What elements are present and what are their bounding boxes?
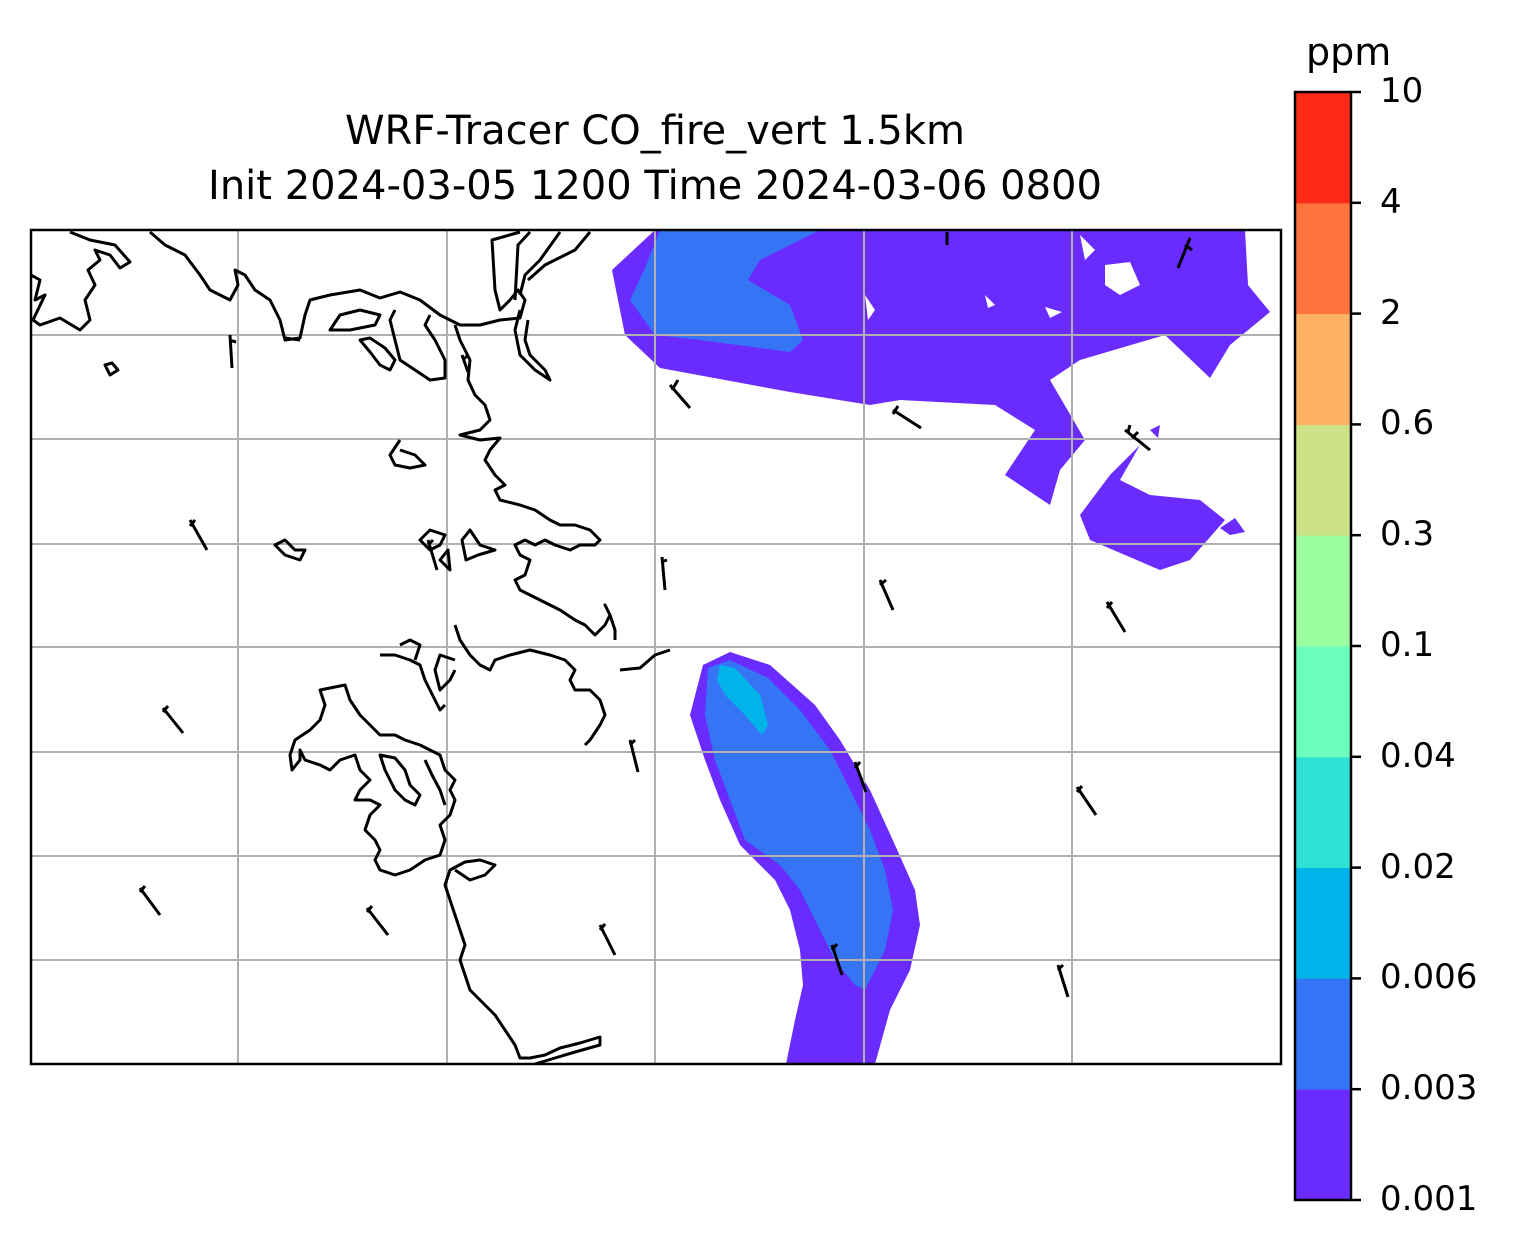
colorbar-tick-label: 0.003 xyxy=(1380,1068,1478,1109)
colorbar-tick-label: 2 xyxy=(1380,292,1402,333)
gridlines xyxy=(31,230,1281,1064)
colorbar-segment xyxy=(1295,313,1351,425)
colorbar-tick-label: 0.006 xyxy=(1380,957,1478,998)
colorbar-tick-label: 0.04 xyxy=(1380,735,1456,776)
map-title-line1: WRF-Tracer CO_fire_vert 1.5km xyxy=(344,108,966,154)
coastline xyxy=(31,230,671,1064)
plume-north-patch-2 xyxy=(1150,425,1245,535)
colorbar-tick-label: 0.6 xyxy=(1380,403,1435,444)
colorbar-segment xyxy=(1295,424,1351,536)
colorbar-unit-label: ppm xyxy=(1306,30,1392,74)
colorbar-tick-label: 0.001 xyxy=(1380,1179,1478,1219)
plume-south-core xyxy=(717,665,768,735)
plume-south-inner xyxy=(705,660,893,990)
map-title-line2: Init 2024-03-05 1200 Time 2024-03-06 080… xyxy=(208,163,1102,209)
map-frame xyxy=(29,228,1283,1066)
colorbar-segment xyxy=(1295,646,1351,758)
wind-barbs xyxy=(138,232,1193,998)
colorbar-segment xyxy=(1295,978,1351,1090)
colorbar-tick-label: 0.02 xyxy=(1380,846,1456,887)
colorbar-frame xyxy=(1293,90,1353,1202)
colorbar-segment xyxy=(1295,867,1351,979)
colorbar-segment xyxy=(1295,756,1351,869)
colorbar-tick-label: 4 xyxy=(1380,181,1402,222)
colorbar-tick-label: 10 xyxy=(1380,71,1424,111)
colorbar-segment xyxy=(1295,92,1351,204)
plume-north-patch xyxy=(1080,445,1225,570)
colorbar-segment xyxy=(1295,535,1351,647)
colorbar-tick-label: 0.1 xyxy=(1380,625,1435,665)
colorbar-tick-label: 0.3 xyxy=(1380,514,1435,555)
colorbar-segment xyxy=(1295,1089,1351,1201)
plume-north-inner xyxy=(630,230,820,352)
colorbar xyxy=(1295,90,1361,1202)
colorbar-segment xyxy=(1295,202,1351,315)
